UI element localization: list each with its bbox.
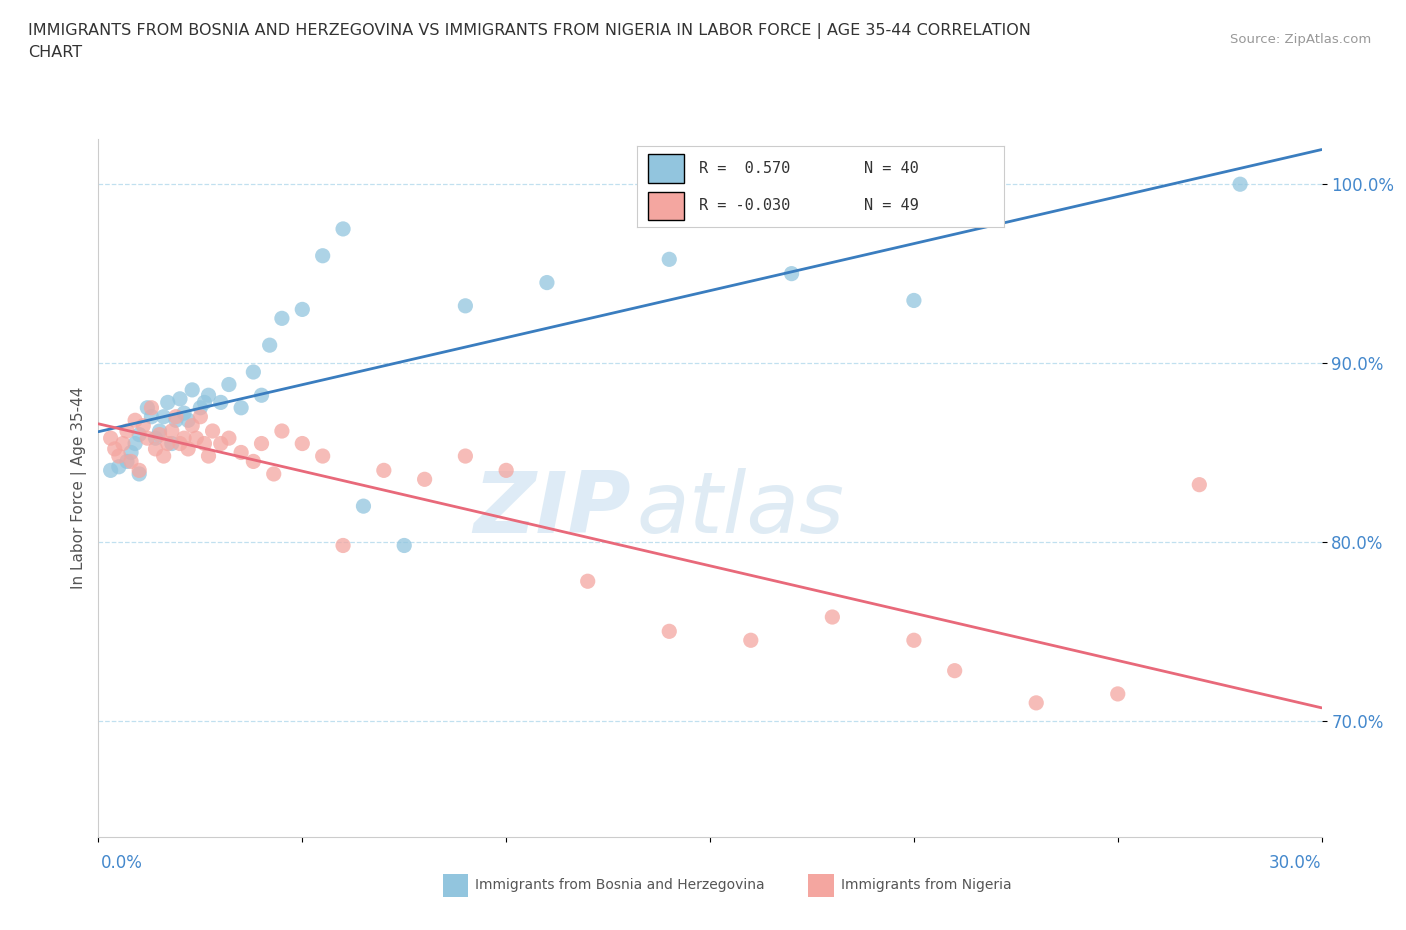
Point [188, 400, 212, 415]
Point [120, 454, 142, 469]
Point [231, 445, 253, 460]
Point [169, 436, 191, 451]
Text: Immigrants from Nigeria: Immigrants from Nigeria [841, 878, 1011, 893]
Text: Immigrants from Bosnia and Herzegovina: Immigrants from Bosnia and Herzegovina [475, 878, 765, 893]
Point [177, 413, 200, 428]
Point [152, 409, 174, 424]
Point [576, 574, 599, 589]
Point [1188, 477, 1211, 492]
Point [165, 409, 187, 424]
Point [197, 448, 219, 463]
Point [108, 448, 131, 463]
Point [903, 632, 925, 647]
Point [104, 442, 127, 457]
Point [100, 431, 122, 445]
Point [454, 448, 477, 463]
Point [181, 382, 204, 397]
Text: Source: ZipAtlas.com: Source: ZipAtlas.com [1230, 33, 1371, 46]
Point [218, 377, 240, 392]
Point [115, 423, 138, 438]
Point [250, 388, 273, 403]
Point [108, 459, 131, 474]
Point [193, 395, 215, 410]
Point [658, 624, 681, 639]
Point [145, 442, 167, 457]
Point [145, 431, 167, 445]
Point [186, 431, 208, 445]
Point [536, 275, 558, 290]
Point [136, 431, 159, 445]
Y-axis label: In Labor Force | Age 35-44: In Labor Force | Age 35-44 [72, 387, 87, 590]
Point [128, 427, 150, 442]
Text: 0.0%: 0.0% [101, 854, 143, 872]
Text: atlas: atlas [637, 468, 845, 551]
Point [132, 418, 155, 433]
Point [128, 463, 150, 478]
Point [100, 463, 122, 478]
Point [149, 423, 172, 438]
Point [780, 266, 803, 281]
Text: ZIP: ZIP [472, 468, 630, 551]
Point [250, 436, 273, 451]
Point [270, 423, 294, 438]
Point [177, 442, 200, 457]
Point [201, 423, 224, 438]
Point [209, 436, 232, 451]
Point [352, 498, 374, 513]
Point [173, 431, 195, 445]
Point [1229, 177, 1251, 192]
Point [136, 400, 159, 415]
Point [156, 436, 179, 451]
Point [124, 413, 146, 428]
Point [111, 436, 134, 451]
Point [152, 448, 174, 463]
Point [173, 405, 195, 420]
Text: CHART: CHART [28, 45, 82, 60]
Point [141, 400, 163, 415]
Point [943, 663, 966, 678]
Text: 30.0%: 30.0% [1270, 854, 1322, 872]
Point [259, 338, 281, 352]
Point [1107, 686, 1129, 701]
Point [209, 395, 232, 410]
Point [373, 463, 395, 478]
Point [291, 436, 314, 451]
Point [218, 431, 240, 445]
Point [413, 472, 436, 486]
Point [120, 445, 142, 460]
Point [263, 467, 285, 482]
Point [740, 632, 762, 647]
Point [128, 467, 150, 482]
Point [149, 427, 172, 442]
Point [165, 413, 187, 428]
Point [160, 423, 183, 438]
Point [332, 538, 354, 553]
Point [821, 609, 844, 624]
Point [169, 392, 191, 406]
Text: IMMIGRANTS FROM BOSNIA AND HERZEGOVINA VS IMMIGRANTS FROM NIGERIA IN LABOR FORCE: IMMIGRANTS FROM BOSNIA AND HERZEGOVINA V… [28, 23, 1031, 39]
Point [231, 400, 253, 415]
Point [312, 248, 335, 263]
Point [242, 365, 264, 379]
Point [454, 299, 477, 313]
Point [160, 436, 183, 451]
Point [903, 293, 925, 308]
Point [188, 409, 212, 424]
Point [141, 409, 163, 424]
Point [193, 436, 215, 451]
Point [156, 395, 179, 410]
Point [312, 448, 335, 463]
Point [495, 463, 517, 478]
Point [658, 252, 681, 267]
Point [392, 538, 416, 553]
Point [115, 454, 138, 469]
Point [332, 221, 354, 236]
Point [124, 436, 146, 451]
Point [197, 388, 219, 403]
Point [291, 302, 314, 317]
Point [1025, 696, 1047, 711]
Point [181, 418, 204, 433]
Point [242, 454, 264, 469]
Point [270, 311, 294, 325]
